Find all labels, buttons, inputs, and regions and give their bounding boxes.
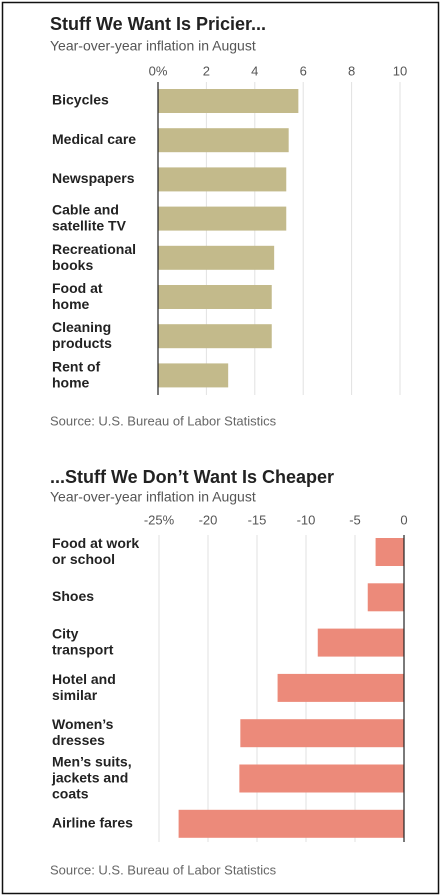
x-tick-label: 0 <box>400 512 407 527</box>
category-label: Newspapers <box>52 170 135 186</box>
bar <box>158 128 289 153</box>
x-tick-label: -5 <box>349 512 361 527</box>
x-tick-label: 6 <box>300 63 307 78</box>
bar <box>367 583 404 612</box>
category-label: Recreational books <box>52 241 136 273</box>
x-tick-label: -25% <box>144 512 175 527</box>
bar <box>158 167 287 192</box>
category-label: Food at work or school <box>52 535 139 567</box>
category-label: Airline fares <box>52 815 133 831</box>
category-label: City transport <box>52 625 114 657</box>
bar <box>158 245 275 270</box>
x-tick-label: -15 <box>248 512 267 527</box>
bar <box>375 538 404 566</box>
category-label: Rent of home <box>52 358 101 390</box>
chart-title: ...Stuff We Don’t Want Is Cheaper <box>50 467 334 487</box>
category-label: Women’s dresses <box>52 716 114 748</box>
category-label: Bicycles <box>52 92 109 108</box>
category-label: Medical care <box>52 131 136 147</box>
chart-subtitle: Year-over-year inflation in August <box>50 489 256 505</box>
x-tick-label: -20 <box>199 512 218 527</box>
source-note: Source: U.S. Bureau of Labor Statistics <box>50 862 277 877</box>
bar <box>158 363 229 388</box>
bar <box>158 285 272 309</box>
category-label: Shoes <box>52 588 94 604</box>
x-tick-label: 0% <box>149 63 168 78</box>
category-label: Hotel and similar <box>52 671 116 703</box>
bar <box>158 206 287 231</box>
category-label: Cleaning products <box>52 319 112 351</box>
bar <box>158 324 272 349</box>
category-label: Food at home <box>52 280 103 312</box>
bar <box>158 89 299 113</box>
category-label: Cable and satellite TV <box>52 201 127 233</box>
source-note: Source: U.S. Bureau of Labor Statistics <box>50 413 277 428</box>
x-tick-label: 10 <box>393 63 407 78</box>
chart-subtitle: Year-over-year inflation in August <box>50 38 256 54</box>
bar <box>178 809 404 838</box>
bar <box>239 764 404 793</box>
category-label: Men’s suits, jackets and coats <box>51 753 132 801</box>
chart-title: Stuff We Want Is Pricier... <box>50 14 266 34</box>
x-tick-label: -10 <box>297 512 316 527</box>
bar <box>277 673 404 702</box>
x-tick-label: 2 <box>203 63 210 78</box>
bar <box>240 719 404 748</box>
x-tick-label: 8 <box>348 63 355 78</box>
x-tick-label: 4 <box>251 63 258 78</box>
bar <box>317 628 404 657</box>
